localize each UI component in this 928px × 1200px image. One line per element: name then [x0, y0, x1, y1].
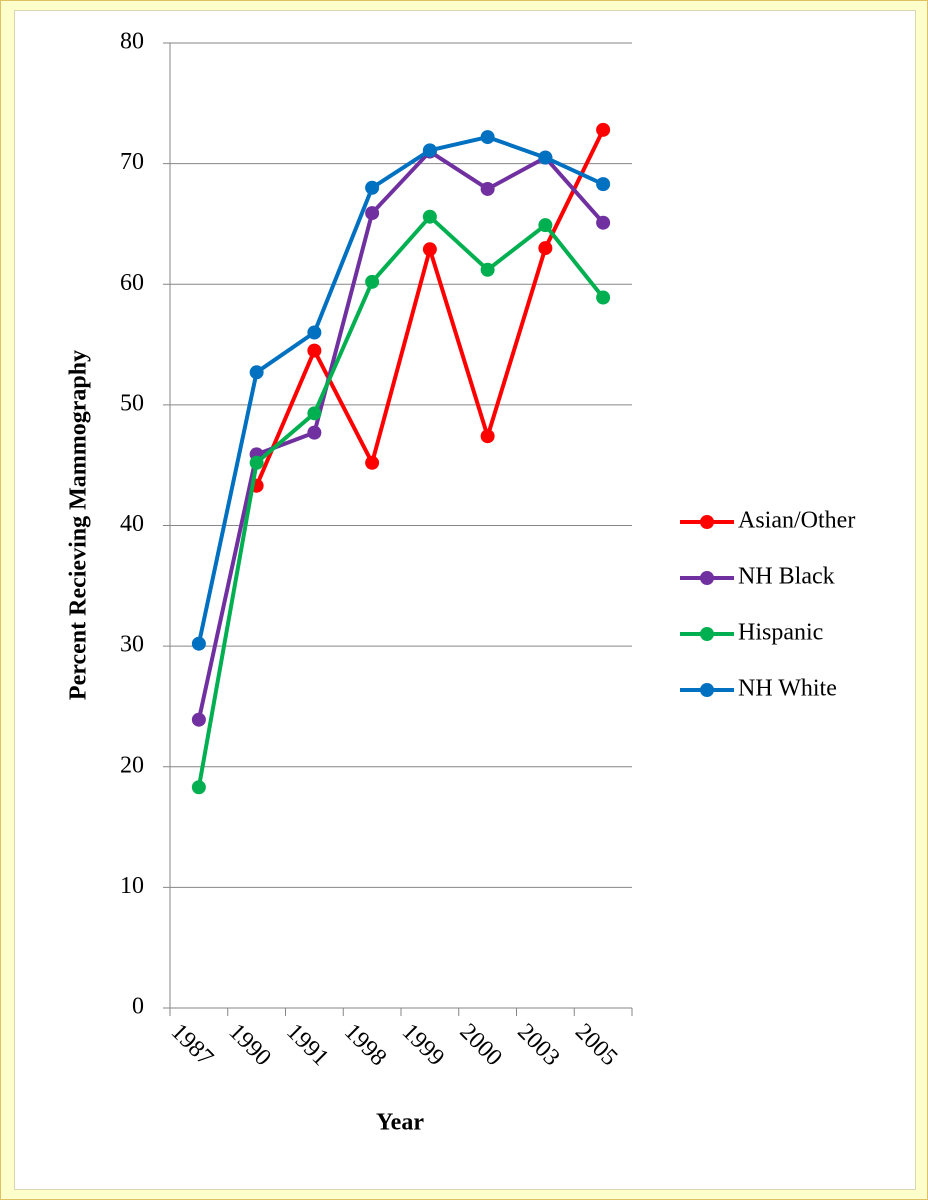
- data-point: [596, 122, 611, 137]
- data-point: [480, 181, 495, 196]
- series-line: [196, 214, 605, 788]
- data-point: [596, 215, 611, 230]
- x-axis-title: Year: [376, 1110, 424, 1136]
- series-line: [196, 135, 604, 645]
- data-point: [307, 325, 322, 340]
- data-point: [480, 429, 495, 444]
- x-tick-label: 2005: [570, 1019, 622, 1071]
- y-tick-label: 30: [120, 632, 144, 658]
- data-point: [480, 130, 495, 145]
- y-tick-label: 10: [120, 873, 144, 899]
- data-point: [191, 636, 206, 651]
- y-tick-label: 70: [120, 149, 144, 175]
- data-point: [191, 780, 206, 795]
- x-tick-label: 1990: [224, 1019, 276, 1071]
- data-point: [596, 290, 611, 305]
- data-point: [480, 262, 495, 277]
- legend-marker: [700, 571, 714, 585]
- panel: [14, 10, 916, 1190]
- data-point: [422, 143, 437, 158]
- legend-label: NH Black: [738, 564, 835, 590]
- data-point: [307, 406, 322, 421]
- data-point: [365, 274, 380, 289]
- legend-marker: [700, 683, 714, 697]
- data-point: [538, 218, 553, 233]
- data-point: [307, 425, 322, 440]
- data-point: [249, 365, 264, 380]
- legend-marker: [700, 627, 714, 641]
- data-point: [596, 177, 611, 192]
- x-tick-label: 1991: [281, 1019, 333, 1071]
- series-line: [196, 149, 605, 721]
- data-point: [365, 206, 380, 221]
- x-tick-label: 2000: [455, 1019, 507, 1071]
- x-tick-label: 2003: [512, 1019, 564, 1071]
- legend-label: Asian/Other: [738, 508, 855, 534]
- y-tick-label: 50: [120, 390, 144, 416]
- data-point: [422, 242, 437, 257]
- legend-label: Hispanic: [738, 620, 823, 646]
- data-point: [191, 712, 206, 727]
- y-tick-label: 20: [120, 752, 144, 778]
- x-tick-label: 1999: [397, 1019, 449, 1071]
- y-axis-title: Percent Recieving Mammography: [66, 350, 92, 700]
- data-point: [365, 180, 380, 195]
- x-tick-label: 1998: [339, 1019, 391, 1071]
- y-tick-label: 80: [120, 29, 144, 55]
- x-tick-label: 1987: [166, 1019, 218, 1071]
- data-point: [422, 209, 437, 224]
- data-point: [538, 150, 553, 165]
- data-point: [538, 241, 553, 256]
- y-tick-label: 0: [132, 994, 144, 1020]
- y-tick-label: 40: [120, 511, 144, 537]
- y-tick-label: 60: [120, 270, 144, 296]
- legend-label: NH White: [738, 676, 837, 702]
- legend-marker: [700, 515, 714, 529]
- data-point: [249, 455, 264, 470]
- data-point: [307, 343, 322, 358]
- data-point: [365, 455, 380, 470]
